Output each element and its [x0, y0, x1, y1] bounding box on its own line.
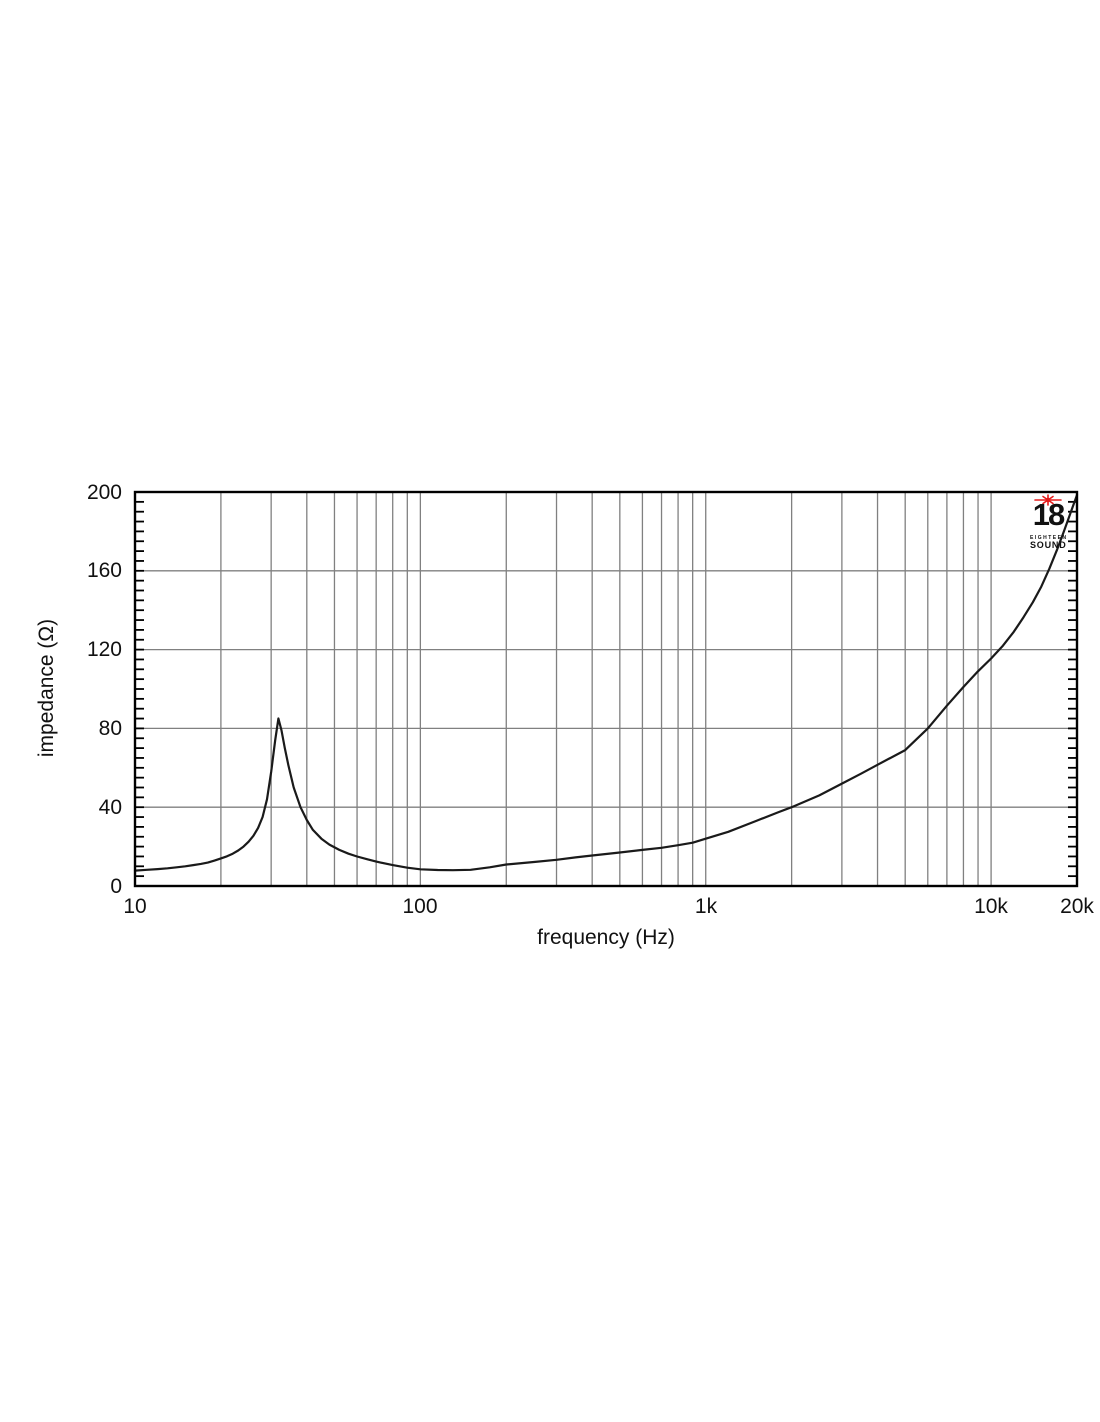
y-tick-label-160: 160 [86, 559, 122, 582]
logo-text-sound: SOUND [1030, 540, 1067, 550]
impedance-curve [133, 493, 1079, 872]
y-axis-title: impedance (Ω) [35, 618, 58, 758]
x-tick-label-10: 10 [123, 895, 147, 918]
grid-layer [135, 492, 1077, 886]
x-tick-label-20k: 20k [1060, 895, 1094, 918]
y-tick-label-80: 80 [98, 717, 122, 740]
x-tick-label-1k: 1k [694, 895, 718, 918]
x-tick-label-100: 100 [402, 895, 438, 918]
y-minor-ticks [135, 500, 1077, 878]
y-tick-label-200: 200 [86, 481, 122, 504]
y-tick-label-0: 0 [110, 875, 122, 898]
starburst-icon [1034, 494, 1062, 506]
y-tick-label-40: 40 [98, 796, 122, 819]
logo-number: 18 [1032, 497, 1065, 532]
x-tick-label-10k: 10k [974, 895, 1008, 918]
y-tick-label-120: 120 [86, 638, 122, 661]
eighteen-sound-logo: 18 EIGHTEEN SOUND [1030, 494, 1072, 556]
plot-frame [133, 490, 1079, 888]
logo-text-eighteen: EIGHTEEN [1030, 535, 1068, 541]
x-axis-title: frequency (Hz) [537, 926, 675, 949]
